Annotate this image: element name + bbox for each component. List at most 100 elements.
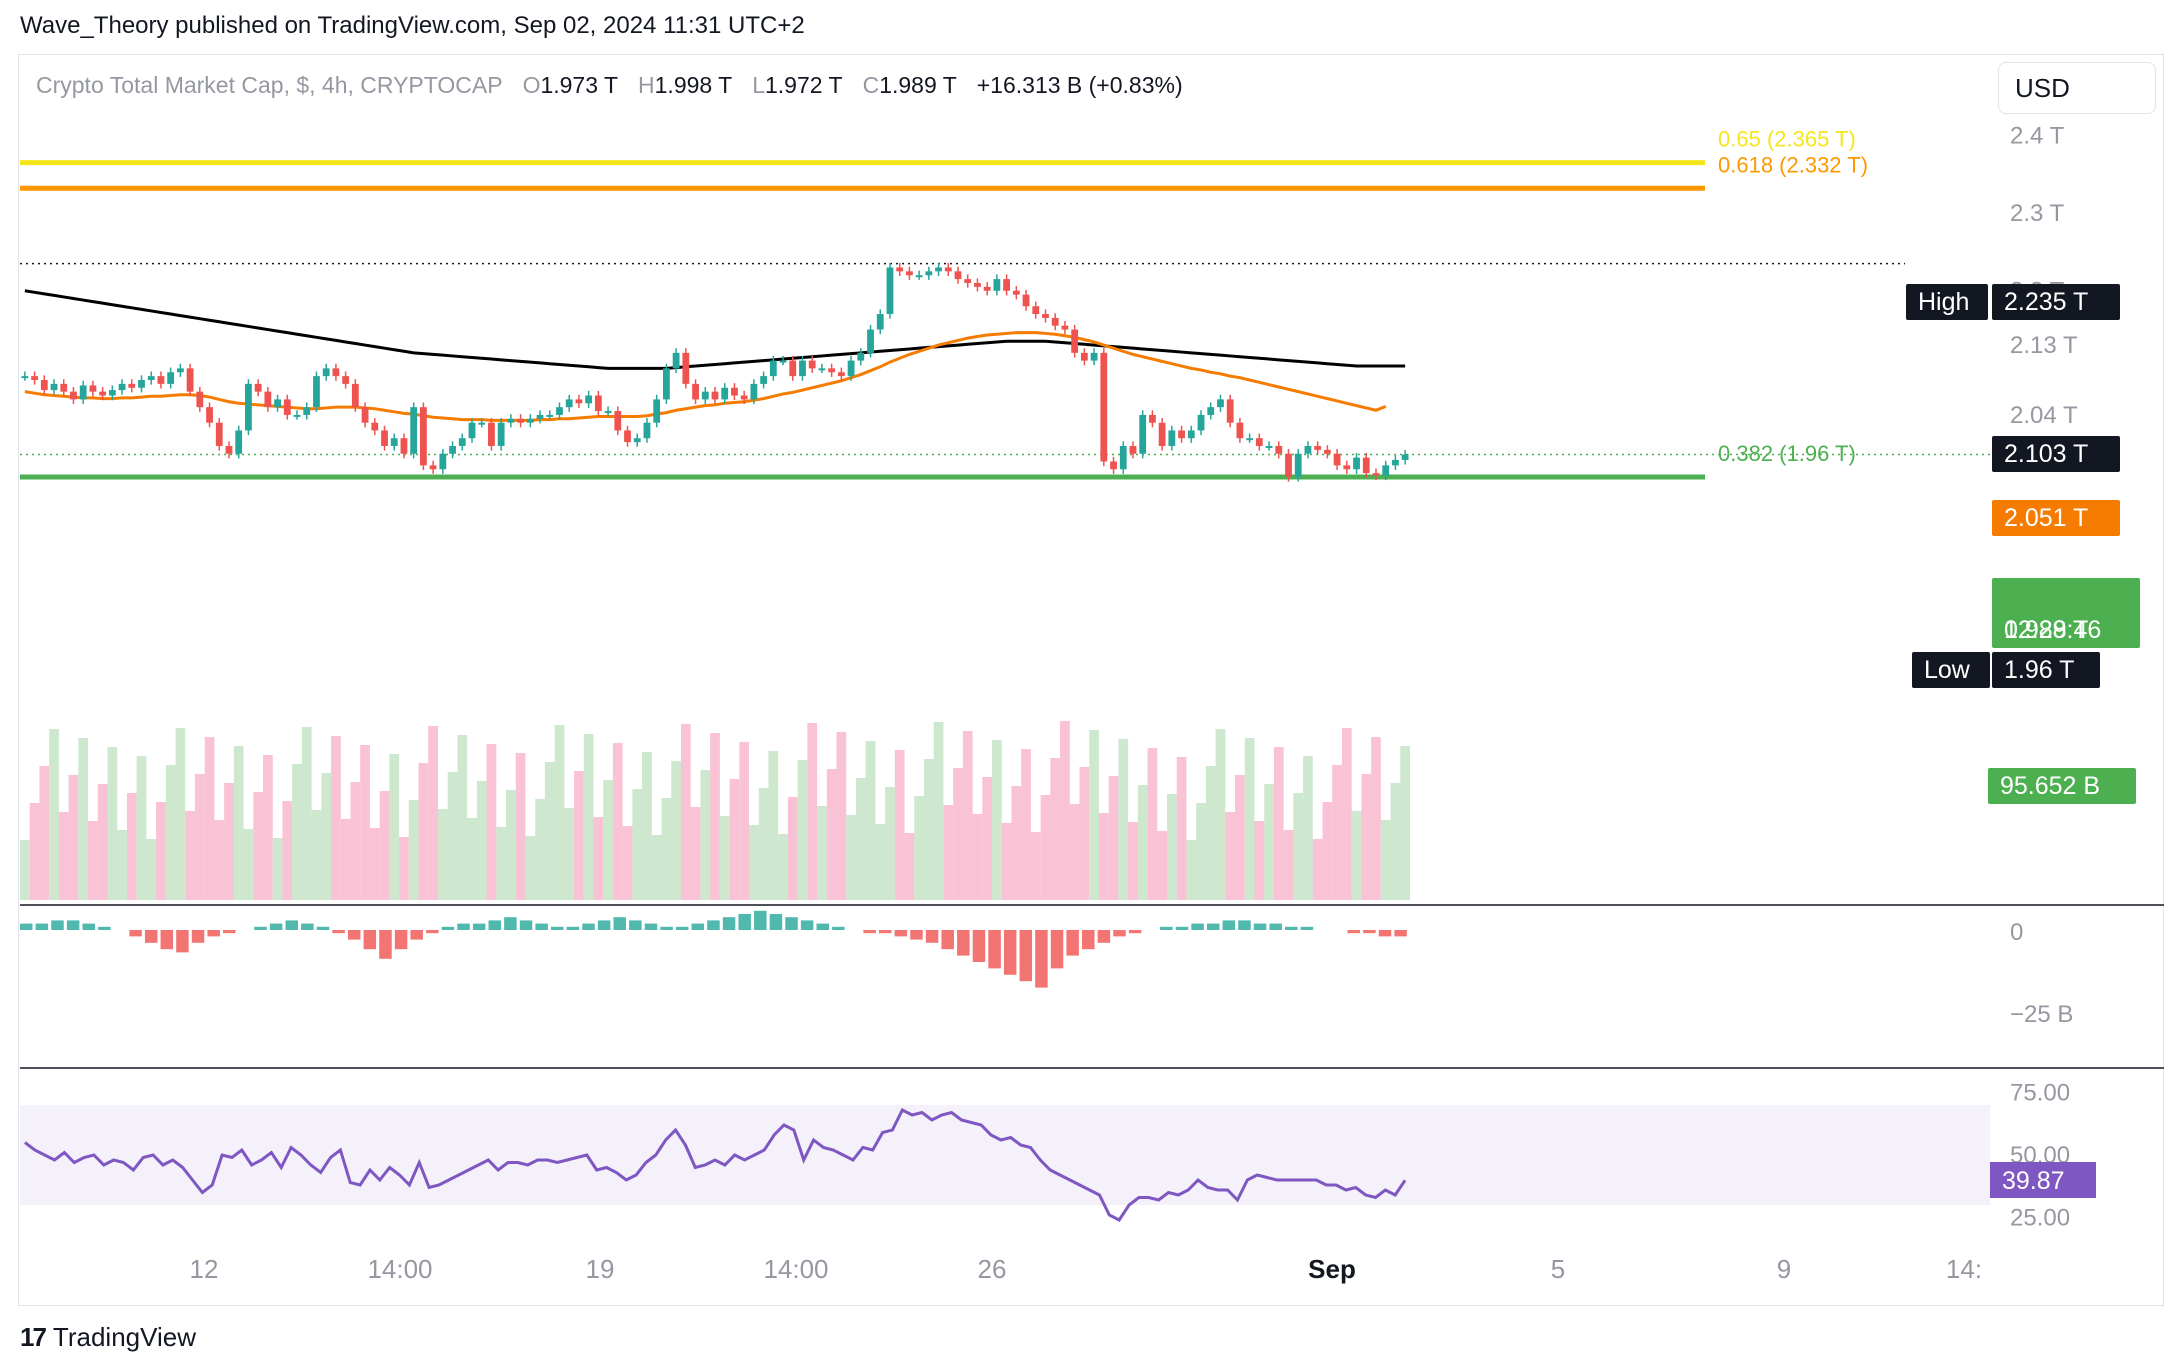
candle-body	[672, 352, 680, 369]
price-tick: 2.13 T	[2010, 332, 2078, 359]
time-tick: 26	[978, 1254, 1007, 1284]
volume-bar	[758, 788, 769, 900]
macd-hist-bar	[738, 914, 751, 930]
macd-hist-bar	[925, 930, 939, 943]
candle-body	[1333, 453, 1341, 466]
candle-body	[847, 360, 855, 377]
volume-bar	[661, 798, 672, 900]
macd-hist-bar	[863, 930, 876, 934]
candle-body	[274, 399, 281, 408]
rsi-tick: 75.00	[2010, 1080, 2070, 1107]
candle-body	[915, 275, 923, 278]
ma200-line	[24, 289, 1406, 370]
candle-body	[1353, 457, 1360, 470]
volume-bar	[826, 769, 837, 900]
volume-bar	[1128, 822, 1138, 900]
candle-body	[779, 360, 787, 363]
macd-hist-bar	[535, 923, 548, 930]
rsi-line	[24, 1107, 1407, 1222]
tradingview-logo[interactable]: 17 TradingView	[20, 1322, 196, 1353]
candle-body	[799, 360, 806, 377]
volume-bar	[719, 816, 730, 900]
candle-body	[70, 391, 77, 400]
volume-bar	[126, 793, 137, 900]
volume-bar	[1060, 721, 1070, 900]
volume-bar	[962, 731, 973, 900]
macd-hist-bar	[66, 920, 80, 930]
candle-body	[176, 368, 184, 373]
macd-hist-bar	[957, 930, 970, 956]
macd-hist-bar	[1066, 930, 1079, 956]
symbol-title[interactable]: Crypto Total Market Cap, $, 4h, CRYPTOCA…	[36, 72, 503, 98]
volume-bar	[525, 836, 536, 900]
macd-hist-bar	[1050, 930, 1064, 969]
macd-hist-bar	[51, 920, 64, 930]
candle-body	[935, 267, 942, 272]
volume-bar	[535, 799, 545, 900]
candle-body	[1042, 314, 1049, 318]
volume-bar	[253, 792, 264, 900]
macd-hist-bar	[832, 926, 845, 930]
candle-body	[1129, 445, 1137, 454]
volume-bar	[1205, 766, 1216, 900]
candle-body	[818, 368, 826, 371]
candle-body	[828, 368, 836, 373]
candle-body	[99, 391, 107, 396]
macd-hist-bar	[894, 930, 908, 937]
volume-bar	[1176, 757, 1187, 900]
candle-body	[351, 383, 359, 408]
macd-hist-bar	[1253, 923, 1267, 930]
candle-body	[886, 267, 894, 315]
candle-body	[1392, 459, 1399, 466]
close-label: C	[862, 72, 880, 98]
candle-body	[118, 383, 126, 391]
volume-bar	[914, 796, 924, 900]
candle-body	[40, 380, 48, 391]
volume-bar	[885, 787, 895, 900]
volume-bar	[418, 763, 429, 900]
volume-bar	[797, 760, 808, 900]
publisher-line: Wave_Theory published on TradingView.com…	[20, 12, 805, 39]
candle-body	[381, 430, 388, 446]
low-value: 1.972 T	[765, 72, 843, 98]
macd-hist-bar	[332, 930, 345, 934]
time-tick: 19	[586, 1254, 615, 1284]
candle-body	[31, 376, 38, 380]
candle-body	[906, 271, 913, 276]
macd-hist-bar	[1113, 930, 1126, 937]
volume-bar	[68, 775, 79, 900]
candle-body	[50, 383, 58, 391]
candle-body	[1314, 445, 1322, 450]
volume-bar	[1225, 812, 1236, 900]
volume-bar	[360, 745, 370, 900]
volume-bar	[107, 747, 118, 900]
volume-bar	[1351, 811, 1362, 900]
time-tick: 9	[1777, 1254, 1791, 1284]
currency-button[interactable]: USD	[1998, 62, 2156, 114]
macd-hist-bar	[82, 923, 95, 930]
volume-bar	[671, 761, 681, 900]
macd-hist-bar	[1191, 923, 1204, 930]
candle-body	[390, 438, 398, 446]
volume-bar	[574, 771, 584, 900]
volume-bar	[1166, 794, 1177, 900]
volume-bar	[1264, 784, 1274, 900]
high-badge-value-bg	[1992, 284, 2120, 320]
volume-bar	[49, 729, 59, 900]
volume-bar	[340, 819, 351, 900]
candle-body	[1217, 399, 1224, 408]
close-value: 1.989 T	[879, 72, 957, 98]
macd-hist-bar	[363, 930, 377, 950]
volume-bar	[865, 741, 876, 900]
volume-bar	[749, 825, 759, 900]
candle-body	[711, 391, 719, 400]
volume-bar	[1303, 756, 1313, 900]
time-axis: 12 14:00 19 14:00 26 Sep 5 9 14:	[190, 1254, 1983, 1284]
volume-bar	[321, 773, 332, 900]
volume-bar	[1011, 786, 1022, 900]
candle-body	[1071, 329, 1079, 353]
volume-bar	[214, 820, 225, 900]
candle-body	[303, 407, 311, 415]
